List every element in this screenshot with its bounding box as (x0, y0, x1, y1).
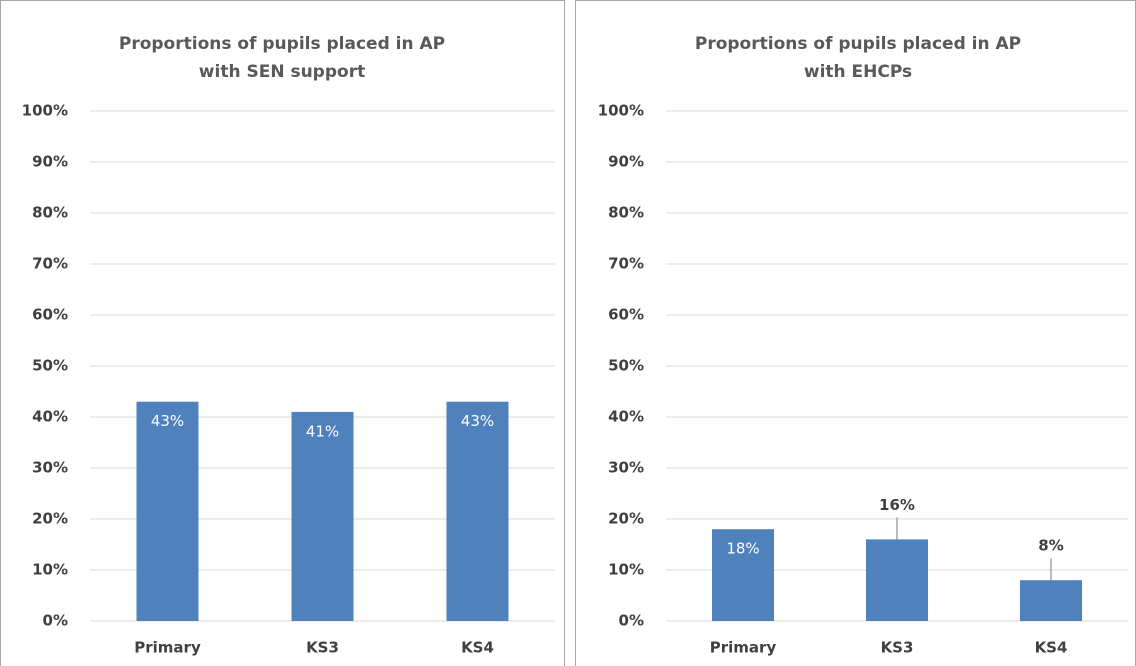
y-tick-label: 50% (608, 357, 644, 375)
y-tick-label: 0% (43, 612, 68, 630)
y-tick-label: 100% (22, 102, 68, 120)
x-tick-label: KS3 (306, 639, 339, 657)
x-tick-label: KS4 (1035, 639, 1068, 657)
y-tick-label: 60% (32, 306, 68, 324)
y-tick-label: 60% (608, 306, 644, 324)
value-label: 18% (726, 540, 759, 558)
y-tick-label: 20% (32, 510, 68, 528)
y-tick-label: 30% (32, 459, 68, 477)
value-label: 43% (151, 412, 184, 430)
x-tick-label: KS3 (881, 639, 914, 657)
bar (866, 539, 928, 621)
value-label: 8% (1038, 537, 1063, 555)
bar (291, 411, 354, 621)
bar (1020, 580, 1082, 621)
value-label: 16% (879, 496, 915, 514)
value-label: 41% (306, 422, 339, 440)
y-tick-label: 80% (608, 204, 644, 222)
y-tick-label: 90% (32, 153, 68, 171)
panel-border (0, 0, 565, 666)
y-tick-label: 40% (608, 408, 644, 426)
y-tick-label: 70% (608, 255, 644, 273)
bar (446, 401, 509, 621)
y-tick-label: 90% (608, 153, 644, 171)
x-tick-label: KS4 (461, 639, 494, 657)
y-tick-label: 20% (608, 510, 644, 528)
x-tick-label: Primary (134, 639, 201, 657)
y-tick-label: 10% (32, 561, 68, 579)
y-tick-label: 10% (608, 561, 644, 579)
bar (712, 529, 774, 621)
y-tick-label: 50% (32, 357, 68, 375)
y-tick-label: 0% (619, 612, 644, 630)
x-tick-label: Primary (710, 639, 777, 657)
y-tick-label: 100% (598, 102, 644, 120)
y-tick-label: 40% (32, 408, 68, 426)
chart-title: Proportions of pupils placed in AP with … (118, 34, 446, 82)
chart-title: Proportions of pupils placed in AP with … (694, 34, 1022, 82)
value-label: 43% (461, 412, 494, 430)
bar (136, 401, 199, 621)
y-tick-label: 70% (32, 255, 68, 273)
y-tick-label: 30% (608, 459, 644, 477)
y-tick-label: 80% (32, 204, 68, 222)
